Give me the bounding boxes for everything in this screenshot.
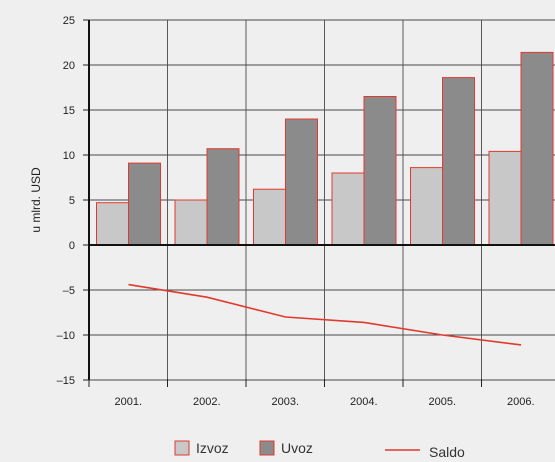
- bar-uvoz-2004: [363, 96, 397, 246]
- axis-layer: 25 20 15 10 5 0 –5 –10 –15 2001. 2002. 2003. 2004. 20…: [57, 15, 555, 408]
- x-tick-label: 2003.: [271, 396, 299, 408]
- y-tick-label: –15: [57, 375, 75, 387]
- bar-uvoz-2002: [206, 148, 240, 246]
- legend: Izvoz Uvoz Saldo: [174, 440, 465, 460]
- bar-uvoz-2001: [128, 162, 161, 246]
- y-tick-label: –5: [63, 285, 75, 297]
- bar-uvoz-2006: [520, 51, 554, 246]
- x-tick-label: 2001.: [114, 396, 142, 408]
- bar-izvoz-2002: [174, 199, 208, 246]
- bar-layer: [96, 51, 554, 246]
- legend-item-saldo: Saldo: [385, 444, 465, 460]
- line-layer: [128, 283, 522, 346]
- legend-item-izvoz: Izvoz: [174, 440, 229, 456]
- x-tick-label: 2002.: [193, 396, 221, 408]
- y-tick-label: 25: [63, 15, 75, 27]
- y-tick-label: 5: [69, 195, 75, 207]
- y-tick-label: 10: [63, 150, 75, 162]
- x-tick-label: 2005.: [428, 396, 456, 408]
- bar-uvoz-2005: [442, 77, 475, 246]
- y-axis-title: u mlrd. USD: [29, 167, 43, 233]
- y-tick-label: 0: [69, 240, 75, 252]
- line-saldo: [128, 283, 522, 346]
- bar-izvoz-2006: [488, 150, 522, 246]
- label-layer: u mlrd. USD: [29, 167, 43, 233]
- legend-label: Saldo: [429, 444, 465, 460]
- legend-item-uvoz: Uvoz: [259, 440, 313, 456]
- bar-izvoz-2001: [96, 202, 129, 246]
- x-tick-label: 2006.: [507, 396, 535, 408]
- bar-izvoz-2005: [410, 167, 443, 246]
- bar-uvoz-2003: [285, 118, 318, 246]
- legend-label: Izvoz: [196, 440, 229, 456]
- y-tick-label: 20: [63, 60, 75, 72]
- bar-izvoz-2004: [331, 172, 365, 246]
- legend-swatch: [174, 440, 190, 456]
- y-tick-label: –10: [57, 330, 75, 342]
- legend-label: Uvoz: [281, 440, 313, 456]
- x-tick-label: 2004.: [350, 396, 378, 408]
- y-tick-label: 15: [63, 105, 75, 117]
- bar-izvoz-2003: [253, 188, 286, 246]
- legend-swatch: [259, 440, 275, 456]
